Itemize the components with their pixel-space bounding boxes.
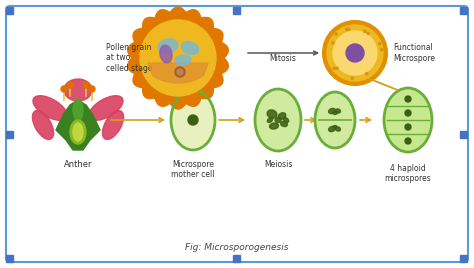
- Polygon shape: [128, 7, 228, 109]
- Ellipse shape: [267, 118, 273, 122]
- Ellipse shape: [267, 110, 277, 118]
- Text: Functional
Microspore: Functional Microspore: [393, 43, 435, 63]
- Ellipse shape: [158, 39, 178, 53]
- Text: Anther: Anther: [64, 160, 92, 169]
- Circle shape: [346, 44, 364, 62]
- Bar: [461, 255, 467, 262]
- Circle shape: [89, 86, 95, 92]
- Bar: [7, 131, 13, 137]
- Ellipse shape: [181, 42, 199, 54]
- Bar: [234, 255, 240, 262]
- Circle shape: [333, 31, 377, 75]
- Circle shape: [175, 67, 185, 77]
- Ellipse shape: [160, 45, 172, 63]
- Circle shape: [379, 42, 381, 45]
- Bar: [7, 255, 13, 262]
- Ellipse shape: [171, 90, 215, 150]
- Ellipse shape: [270, 123, 278, 129]
- Text: Fig: Microsporogenesis: Fig: Microsporogenesis: [185, 243, 289, 252]
- Ellipse shape: [33, 96, 67, 120]
- Circle shape: [347, 28, 350, 31]
- Text: Pollen grain
at two
celled stage: Pollen grain at two celled stage: [106, 43, 153, 73]
- Ellipse shape: [32, 111, 54, 139]
- Circle shape: [327, 25, 383, 81]
- Ellipse shape: [328, 126, 336, 132]
- Bar: [461, 131, 467, 137]
- Ellipse shape: [89, 96, 123, 120]
- Circle shape: [67, 82, 73, 88]
- Circle shape: [140, 20, 216, 96]
- Ellipse shape: [73, 123, 83, 141]
- Polygon shape: [148, 63, 208, 83]
- Ellipse shape: [70, 120, 86, 144]
- Circle shape: [177, 69, 183, 75]
- Ellipse shape: [336, 109, 340, 113]
- Circle shape: [405, 96, 411, 102]
- Circle shape: [365, 73, 368, 75]
- Ellipse shape: [333, 125, 337, 128]
- Ellipse shape: [275, 117, 281, 122]
- Circle shape: [333, 67, 336, 69]
- Ellipse shape: [64, 79, 92, 101]
- Circle shape: [83, 82, 89, 88]
- Circle shape: [381, 48, 383, 51]
- Circle shape: [364, 30, 366, 33]
- Text: Microspore
mother cell: Microspore mother cell: [171, 160, 215, 179]
- Text: 4 haploid
microspores: 4 haploid microspores: [384, 164, 431, 183]
- Circle shape: [405, 124, 411, 130]
- Ellipse shape: [175, 55, 191, 65]
- Ellipse shape: [315, 92, 355, 148]
- Circle shape: [405, 138, 411, 144]
- Circle shape: [332, 42, 334, 44]
- Ellipse shape: [384, 88, 432, 152]
- Ellipse shape: [255, 89, 301, 151]
- Circle shape: [336, 67, 338, 69]
- Ellipse shape: [328, 108, 336, 114]
- Bar: [461, 6, 467, 13]
- Ellipse shape: [72, 106, 84, 144]
- Circle shape: [188, 115, 198, 125]
- Polygon shape: [56, 100, 100, 150]
- Bar: [7, 6, 13, 13]
- Ellipse shape: [102, 111, 124, 139]
- Text: Meiosis: Meiosis: [264, 160, 292, 169]
- Text: Mitosis: Mitosis: [270, 54, 296, 63]
- Circle shape: [335, 33, 337, 35]
- Bar: [234, 6, 240, 13]
- Ellipse shape: [281, 121, 287, 126]
- Circle shape: [367, 32, 369, 35]
- Ellipse shape: [336, 127, 340, 131]
- Circle shape: [351, 77, 353, 79]
- Ellipse shape: [73, 99, 83, 121]
- Circle shape: [405, 110, 411, 116]
- Ellipse shape: [333, 111, 337, 114]
- Circle shape: [346, 28, 348, 31]
- FancyBboxPatch shape: [6, 6, 468, 262]
- Ellipse shape: [283, 118, 289, 122]
- Ellipse shape: [278, 113, 286, 119]
- Circle shape: [61, 86, 67, 92]
- Circle shape: [323, 21, 387, 85]
